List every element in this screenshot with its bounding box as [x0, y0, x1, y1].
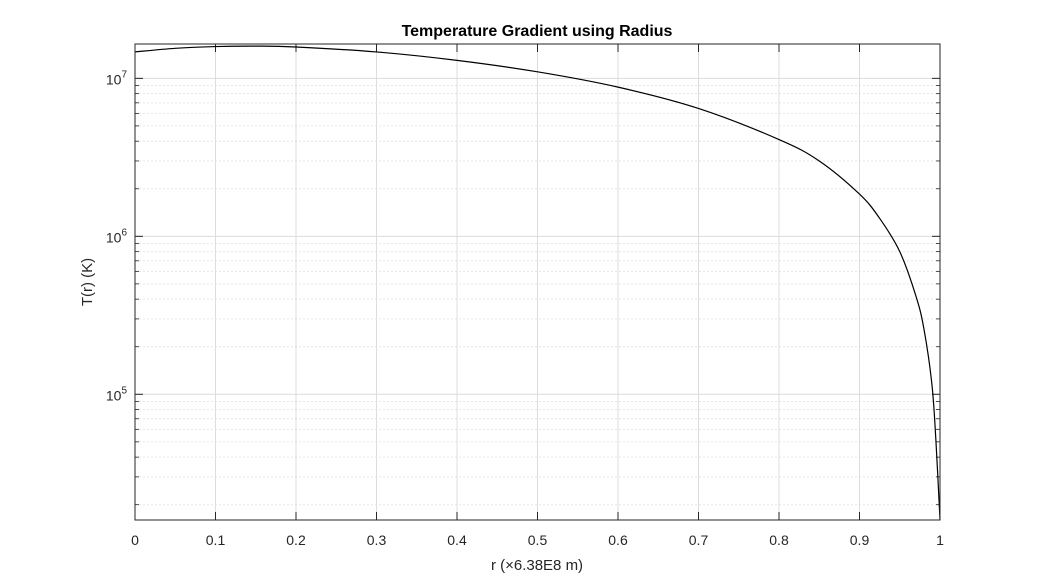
- y-tick-label: 105: [106, 385, 128, 403]
- x-tick-label: 0.4: [447, 532, 467, 548]
- chart-title: Temperature Gradient using Radius: [402, 23, 673, 40]
- x-tick-label: 1: [936, 532, 944, 548]
- temperature-curve: [134, 45, 941, 521]
- x-tick-label: 0.3: [367, 532, 387, 548]
- x-tick-label: 0: [131, 532, 139, 548]
- x-tick-label: 0.2: [286, 532, 306, 548]
- x-tick-labels: 0 0.1 0.2 0.3 0.4 0.5 0.6 0.7 0.8 0.9 1: [131, 532, 944, 548]
- x-tick-label: 0.9: [850, 532, 870, 548]
- y-tick-label: 107: [106, 69, 128, 87]
- plot-frame: [134, 43, 941, 521]
- x-tick-label: 0.1: [206, 532, 226, 548]
- x-tick-label: 0.6: [608, 532, 628, 548]
- x-tick-label: 0.7: [689, 532, 709, 548]
- y-tick-label: 106: [106, 227, 128, 245]
- x-tick-label: 0.8: [769, 532, 789, 548]
- x-axis-label: r (×6.38E8 m): [491, 557, 583, 574]
- y-axis-label: T(r) (K): [79, 258, 96, 306]
- x-tick-label: 0.5: [528, 532, 548, 548]
- y-tick-labels: 105 106 107: [106, 69, 128, 403]
